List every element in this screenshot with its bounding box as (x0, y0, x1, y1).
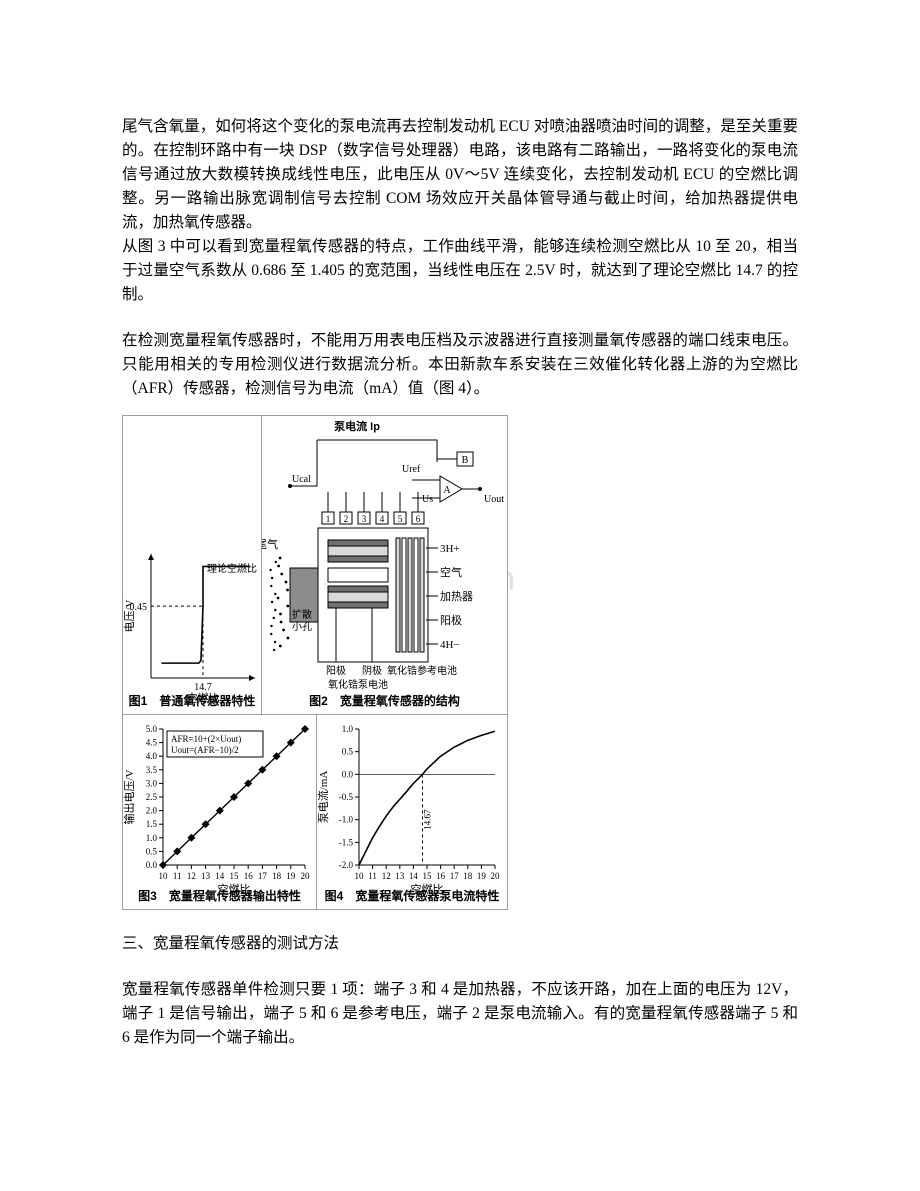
svg-text:16: 16 (244, 871, 254, 881)
svg-text:小孔: 小孔 (292, 621, 312, 633)
svg-text:5: 5 (398, 514, 403, 524)
svg-text:Uref: Uref (402, 464, 421, 475)
paragraph-3: 在检测宽量程氧传感器时，不能用万用表电压档及示波器进行直接测量氧传感器的端口线束… (122, 329, 798, 401)
figure-2-svg: 泵电流 IpBAUoutUrefUsUcal123456尾气扩散小孔阳极阴极氧化… (262, 416, 508, 716)
figure-2-caption: 图2 宽量程氧传感器的结构 (262, 692, 507, 711)
svg-text:电压/V: 电压/V (123, 600, 136, 633)
svg-text:3.0: 3.0 (146, 779, 158, 789)
svg-text:12: 12 (382, 871, 391, 881)
svg-text:18: 18 (272, 871, 282, 881)
svg-text:4H−: 4H− (440, 639, 460, 651)
figure-2: 泵电流 IpBAUoutUrefUsUcal123456尾气扩散小孔阳极阴极氧化… (262, 415, 508, 715)
svg-text:-1.5: -1.5 (339, 838, 354, 848)
paragraph-2: 从图 3 中可以看到宽量程氧传感器的特点，工作曲线平滑，能够连续检测空燃比从 1… (122, 235, 798, 307)
figure-panel: W .com.cn 0.4514.7空燃比电压/V理论空燃比 图1 普通氧传感器… (122, 415, 508, 910)
svg-text:-0.5: -0.5 (339, 792, 354, 802)
svg-text:17: 17 (258, 871, 268, 881)
svg-text:扩散: 扩散 (292, 608, 312, 621)
figure-1-svg: 0.4514.7空燃比电压/V理论空燃比 (123, 416, 263, 716)
svg-text:4: 4 (380, 514, 385, 524)
svg-text:-2.0: -2.0 (339, 860, 354, 870)
svg-text:阳极: 阳极 (326, 664, 346, 677)
svg-text:14.67: 14.67 (423, 809, 433, 830)
figure-3-caption: 图3 宽量程氧传感器输出特性 (123, 887, 316, 906)
figure-3-svg: 10 11 12 13 14 15 16 17 18 19 20 0.0 0.5 1.0 1.5 2.0 2.5… (123, 715, 318, 910)
paragraph-1: 尾气含氧量，如何将这个变化的泵电流再去控制发动机 ECU 对喷油器喷油时间的调整… (122, 115, 798, 235)
svg-text:1: 1 (326, 514, 331, 524)
svg-text:AFR=10+(2×Uout): AFR=10+(2×Uout) (171, 734, 241, 744)
svg-text:13: 13 (395, 871, 405, 881)
paragraph-4: 宽量程氧传感器单件检测只要 1 项：端子 3 和 4 是加热器，不应该开路，加在… (122, 978, 798, 1050)
svg-text:11: 11 (173, 871, 182, 881)
svg-text:3.5: 3.5 (146, 765, 158, 775)
svg-text:15: 15 (423, 871, 433, 881)
svg-text:6: 6 (416, 514, 421, 524)
svg-text:10: 10 (159, 871, 169, 881)
svg-text:1.5: 1.5 (146, 819, 158, 829)
svg-text:10: 10 (355, 871, 365, 881)
svg-text:3H+: 3H+ (440, 543, 460, 555)
svg-text:15: 15 (230, 871, 240, 881)
svg-text:0.0: 0.0 (146, 860, 158, 870)
svg-text:A: A (443, 485, 451, 496)
svg-text:阳极: 阳极 (440, 613, 462, 627)
svg-text:4.0: 4.0 (146, 751, 158, 761)
svg-text:13: 13 (201, 871, 211, 881)
svg-text:空气: 空气 (440, 565, 462, 579)
svg-text:0.5: 0.5 (146, 847, 158, 857)
svg-text:19: 19 (286, 871, 296, 881)
svg-text:19: 19 (477, 871, 487, 881)
svg-text:14: 14 (409, 871, 419, 881)
figure-1: 0.4514.7空燃比电压/V理论空燃比 图1 普通氧传感器特性 (122, 415, 262, 715)
section-heading-3: 三、宽量程氧传感器的测试方法 (122, 932, 798, 956)
svg-text:-1.0: -1.0 (339, 815, 354, 825)
svg-text:14: 14 (215, 871, 225, 881)
svg-text:2: 2 (344, 514, 349, 524)
svg-text:阴极: 阴极 (362, 664, 382, 677)
svg-text:2.0: 2.0 (146, 806, 158, 816)
svg-text:B: B (462, 455, 469, 466)
svg-text:氧化锆泵电池: 氧化锆泵电池 (328, 678, 388, 691)
svg-text:Uout: Uout (484, 494, 504, 505)
svg-text:1.0: 1.0 (146, 833, 158, 843)
svg-text:尾气: 尾气 (262, 537, 278, 551)
svg-text:5.0: 5.0 (146, 724, 158, 734)
svg-text:0.0: 0.0 (342, 770, 354, 780)
figure-1-caption: 图1 普通氧传感器特性 (123, 692, 261, 711)
svg-text:泵电流/mA: 泵电流/mA (317, 771, 330, 824)
svg-text:12: 12 (187, 871, 196, 881)
figure-4-svg: 1011121314151617181920-2.0-1.5-1.0-0.50.… (317, 715, 508, 910)
svg-text:20: 20 (301, 871, 311, 881)
figure-3: 10 11 12 13 14 15 16 17 18 19 20 0.0 0.5 1.0 1.5 2.0 2.5… (122, 715, 317, 910)
svg-text:11: 11 (368, 871, 377, 881)
svg-text:2.5: 2.5 (146, 792, 158, 802)
svg-text:18: 18 (463, 871, 473, 881)
figure-4: 1011121314151617181920-2.0-1.5-1.0-0.50.… (317, 715, 508, 910)
svg-text:1.0: 1.0 (342, 724, 354, 734)
svg-text:泵电流 Ip: 泵电流 Ip (334, 419, 380, 433)
svg-text:4.5: 4.5 (146, 738, 158, 748)
svg-text:0.5: 0.5 (342, 747, 354, 757)
svg-text:Us: Us (422, 494, 433, 505)
svg-text:20: 20 (491, 871, 501, 881)
svg-text:加热器: 加热器 (440, 590, 473, 603)
svg-text:Ucal: Ucal (292, 474, 311, 485)
svg-text:3: 3 (362, 514, 367, 524)
svg-text:输出电压/V: 输出电压/V (123, 770, 136, 825)
svg-text:17: 17 (450, 871, 460, 881)
svg-text:16: 16 (436, 871, 446, 881)
svg-text:理论空燃比: 理论空燃比 (207, 562, 257, 575)
svg-text:Uout=(AFR−10)/2: Uout=(AFR−10)/2 (171, 745, 239, 755)
svg-text:氧化锆参考电池: 氧化锆参考电池 (387, 664, 457, 677)
figure-4-caption: 图4 宽量程氧传感器泵电流特性 (317, 887, 507, 906)
